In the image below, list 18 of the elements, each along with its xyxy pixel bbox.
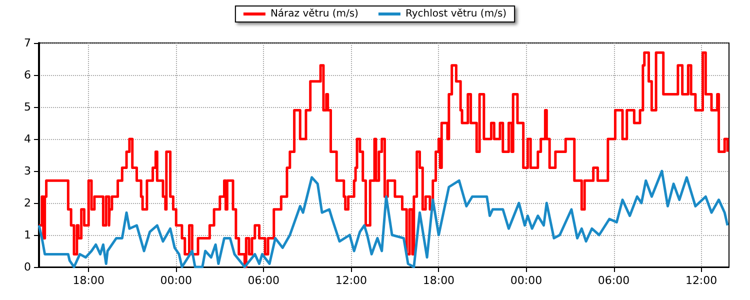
x-tick-label: 18:00: [422, 274, 455, 287]
y-tick-label: 1: [24, 228, 31, 242]
x-tick-label: 00:00: [510, 274, 542, 287]
y-tick-label: 5: [24, 100, 31, 114]
y-tick-label: 0: [24, 260, 31, 274]
y-tick-label: 7: [24, 36, 31, 50]
x-tick-label: 06:00: [598, 274, 630, 287]
x-tick-label: 12:00: [685, 274, 718, 287]
x-tick-label: 12:00: [335, 274, 368, 287]
legend-label: Rychlost větru (m/s): [405, 8, 507, 20]
x-tick-label: 06:00: [248, 274, 280, 287]
y-tick-label: 6: [24, 68, 31, 82]
x-tick-label: 18:00: [72, 274, 104, 287]
y-tick-label: 3: [24, 164, 31, 178]
x-tick-label: 00:00: [160, 274, 192, 287]
y-tick-label: 2: [24, 196, 31, 210]
y-tick-label: 4: [24, 132, 31, 146]
legend-label: Náraz větru (m/s): [270, 8, 359, 20]
